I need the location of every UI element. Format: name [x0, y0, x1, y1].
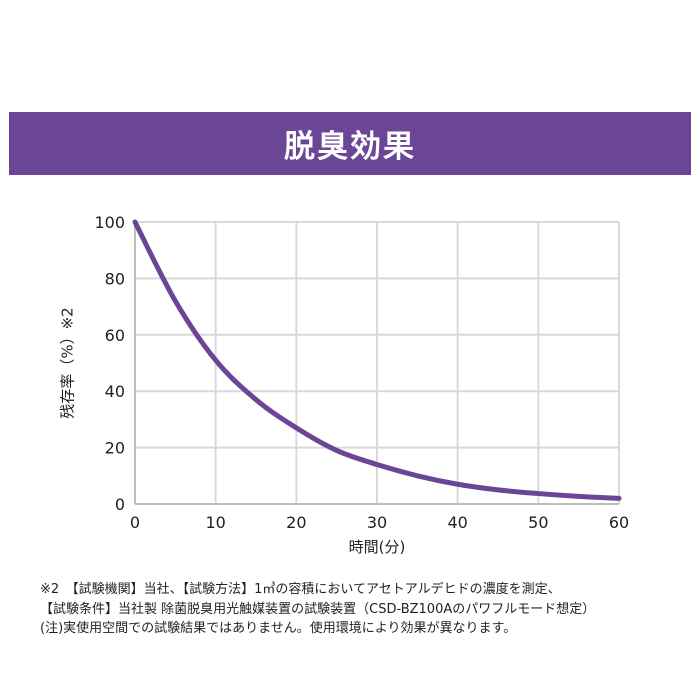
- x-tick-label: 50: [528, 513, 548, 532]
- y-tick-label: 100: [94, 213, 125, 232]
- chart-series: [132, 219, 622, 501]
- x-tick-label: 40: [447, 513, 467, 532]
- x-tick-label: 30: [367, 513, 387, 532]
- y-tick-label: 20: [105, 439, 125, 458]
- chart-axes: [134, 222, 619, 505]
- title-banner: 脱臭効果: [9, 112, 691, 175]
- x-axis-label: 時間(分): [349, 538, 406, 556]
- y-tick-label: 60: [105, 326, 125, 345]
- footnote-line: 【試験条件】当社製 除菌脱臭用光触媒装置の試験装置（CSD-BZ100Aのパワフ…: [40, 601, 596, 617]
- series-line: [132, 219, 622, 501]
- y-tick-label: 0: [115, 495, 125, 514]
- footnotes: ※2 【試験機関】当社、【試験方法】1㎥の容積においてアセトアルデヒドの濃度を測…: [40, 580, 680, 639]
- chart-ticks: 0 10 20 30 40 50 60 0 20 40 60 80 100: [94, 213, 629, 532]
- chart-grid: [135, 221, 620, 504]
- footnote-line: (注)実使用空間での試験結果ではありません。使用環境により効果が異なります。: [40, 621, 517, 636]
- page-title: 脱臭効果: [284, 129, 416, 165]
- x-tick-label: 20: [286, 513, 306, 532]
- y-axis-label: 残存率（%）※2: [59, 307, 77, 418]
- y-tick-label: 40: [105, 382, 125, 401]
- y-tick-label: 80: [105, 269, 125, 288]
- footnote-line: ※2 【試験機関】当社、【試験方法】1㎥の容積においてアセトアルデヒドの濃度を測…: [40, 582, 561, 597]
- x-tick-label: 60: [609, 513, 629, 532]
- x-tick-label: 0: [130, 513, 140, 532]
- decay-line-chart: 0 10 20 30 40 50 60 0 20 40 60 80 100 時間(分) 残存率（%）※2: [59, 213, 630, 556]
- x-tick-label: 10: [205, 513, 225, 532]
